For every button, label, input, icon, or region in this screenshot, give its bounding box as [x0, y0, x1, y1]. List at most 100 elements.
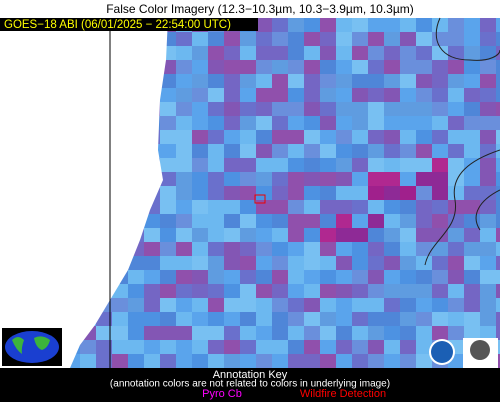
pixel-block	[176, 88, 192, 102]
pixel-block	[448, 88, 464, 102]
pixel-block	[432, 60, 448, 74]
pixel-block	[400, 284, 416, 298]
pixel-block	[496, 60, 500, 74]
pixel-block	[368, 228, 384, 242]
legend-pyro-cb: Pyro Cb	[202, 388, 242, 400]
pixel-block	[256, 172, 272, 186]
pixel-block	[176, 326, 192, 340]
pixel-block	[496, 270, 500, 284]
pixel-block	[160, 214, 176, 228]
pixel-block	[400, 172, 416, 186]
pixel-block	[128, 340, 144, 354]
pixel-block	[144, 228, 160, 242]
pixel-block	[336, 200, 352, 214]
pixel-block	[192, 214, 208, 228]
pixel-block	[432, 284, 448, 298]
pixel-block	[480, 186, 496, 200]
pixel-block	[288, 284, 304, 298]
pixel-block	[240, 74, 256, 88]
pixel-block	[432, 158, 448, 172]
pixel-block	[304, 172, 320, 186]
pixel-block	[272, 158, 288, 172]
pixel-block	[208, 46, 224, 60]
satellite-label: GOES−18 ABI (06/01/2025 − 22:54:00 UTC)	[4, 19, 231, 31]
pixel-block	[448, 130, 464, 144]
pixel-block	[160, 116, 176, 130]
pixel-block	[352, 242, 368, 256]
pixel-block	[384, 298, 400, 312]
pixel-block	[224, 228, 240, 242]
pixel-block	[240, 312, 256, 326]
pixel-block	[208, 242, 224, 256]
pixel-block	[368, 326, 384, 340]
pixel-block	[336, 186, 352, 200]
pixel-block	[336, 158, 352, 172]
pixel-block	[144, 326, 160, 340]
pixel-block	[240, 32, 256, 46]
pixel-block	[368, 270, 384, 284]
pixel-block	[400, 18, 416, 32]
pixel-block	[432, 186, 448, 200]
pixel-block	[272, 32, 288, 46]
pixel-block	[176, 214, 192, 228]
pixel-block	[464, 32, 480, 46]
pixel-block	[224, 60, 240, 74]
pixel-block	[336, 74, 352, 88]
pixel-block	[352, 88, 368, 102]
pixel-block	[240, 354, 256, 368]
pixel-block	[288, 228, 304, 242]
pixel-block	[288, 60, 304, 74]
pixel-block	[368, 340, 384, 354]
pixel-block	[144, 354, 160, 368]
pixel-block	[448, 326, 464, 340]
pixel-block	[464, 172, 480, 186]
pixel-block	[480, 172, 496, 186]
pixel-block	[192, 186, 208, 200]
pixel-block	[496, 242, 500, 256]
pixel-block	[432, 172, 448, 186]
pixel-block	[304, 88, 320, 102]
pixel-block	[192, 46, 208, 60]
pixel-block	[496, 46, 500, 60]
pixel-block	[480, 200, 496, 214]
pixel-block	[336, 228, 352, 242]
pixel-block	[336, 102, 352, 116]
pixel-block	[464, 200, 480, 214]
pixel-block	[256, 74, 272, 88]
no-data-area	[0, 18, 168, 368]
pixel-block	[256, 312, 272, 326]
pixel-block	[272, 46, 288, 60]
pixel-block	[480, 256, 496, 270]
pixel-block	[256, 32, 272, 46]
pixel-block	[256, 18, 272, 32]
pixel-block	[208, 102, 224, 116]
pixel-block	[416, 60, 432, 74]
pixel-block	[400, 214, 416, 228]
pixel-block	[384, 312, 400, 326]
pixel-block	[352, 340, 368, 354]
pixel-block	[240, 284, 256, 298]
pixel-block	[320, 242, 336, 256]
pixel-block	[352, 116, 368, 130]
pixel-block	[112, 340, 128, 354]
pixel-block	[256, 354, 272, 368]
pixel-block	[464, 18, 480, 32]
pixel-block	[416, 298, 432, 312]
pixel-block	[224, 102, 240, 116]
pixel-block	[352, 256, 368, 270]
pixel-block	[432, 130, 448, 144]
pixel-block	[416, 172, 432, 186]
pixel-block	[320, 102, 336, 116]
pixel-block	[256, 270, 272, 284]
pixel-block	[400, 158, 416, 172]
pixel-block	[240, 326, 256, 340]
pixel-block	[192, 200, 208, 214]
pixel-block	[464, 186, 480, 200]
pixel-block	[160, 354, 176, 368]
pixel-block	[304, 116, 320, 130]
pixel-block	[432, 102, 448, 116]
pixel-block	[464, 130, 480, 144]
pixel-block	[416, 228, 432, 242]
pixel-block	[336, 18, 352, 32]
pixel-block	[336, 312, 352, 326]
